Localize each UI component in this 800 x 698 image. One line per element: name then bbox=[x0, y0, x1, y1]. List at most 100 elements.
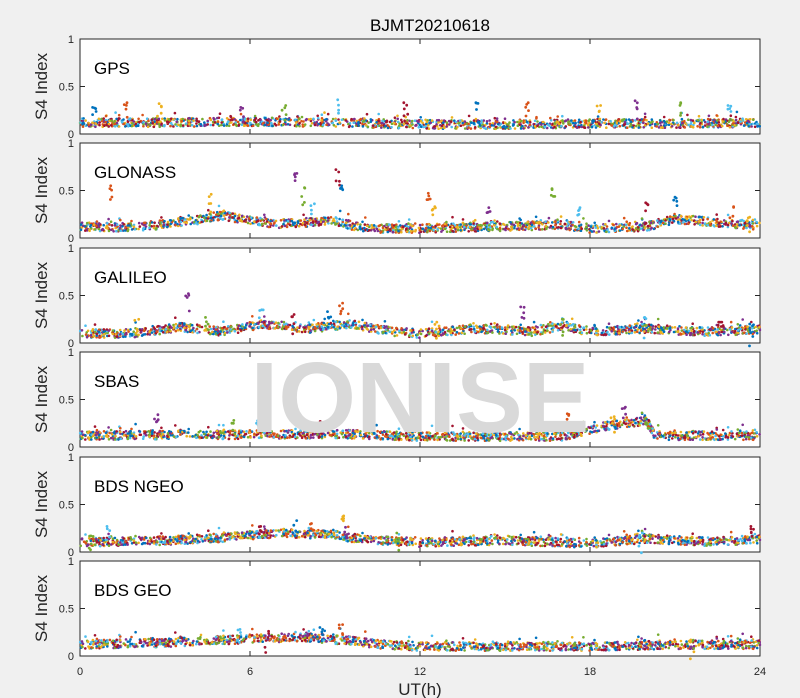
data-point bbox=[97, 222, 101, 225]
data-point bbox=[475, 326, 479, 329]
data-point bbox=[687, 329, 691, 333]
data-point bbox=[559, 220, 563, 223]
data-point bbox=[158, 125, 161, 129]
data-point bbox=[734, 333, 738, 337]
data-point bbox=[637, 319, 640, 322]
data-point bbox=[472, 222, 475, 225]
data-point bbox=[746, 328, 749, 331]
peak-point bbox=[748, 344, 751, 348]
data-point bbox=[704, 120, 707, 124]
data-point bbox=[114, 111, 117, 114]
data-point bbox=[138, 120, 141, 124]
data-point bbox=[726, 328, 729, 332]
data-point bbox=[515, 220, 518, 224]
data-point bbox=[483, 126, 486, 130]
peak-point bbox=[633, 99, 637, 103]
data-point bbox=[639, 227, 643, 230]
data-point bbox=[391, 226, 395, 229]
data-point bbox=[638, 331, 641, 335]
data-point bbox=[364, 216, 367, 219]
data-point bbox=[461, 218, 465, 221]
data-point bbox=[698, 326, 702, 329]
data-point bbox=[618, 326, 622, 329]
data-point bbox=[451, 215, 454, 219]
data-point bbox=[282, 325, 285, 329]
peak-point bbox=[748, 322, 752, 326]
data-point bbox=[607, 322, 611, 326]
data-point bbox=[547, 123, 550, 127]
data-point bbox=[696, 125, 699, 128]
data-point bbox=[608, 333, 611, 336]
data-point bbox=[720, 330, 724, 334]
data-point bbox=[739, 219, 742, 222]
data-point bbox=[115, 117, 118, 121]
peak-point bbox=[334, 119, 338, 122]
data-point bbox=[635, 330, 639, 334]
data-point bbox=[665, 120, 669, 123]
data-point bbox=[501, 125, 505, 129]
data-point bbox=[89, 333, 93, 337]
data-point bbox=[160, 426, 163, 430]
data-point bbox=[122, 122, 126, 126]
data-point bbox=[323, 111, 326, 114]
data-point bbox=[519, 127, 523, 130]
data-point bbox=[334, 320, 338, 324]
data-point bbox=[556, 322, 560, 326]
data-point bbox=[409, 329, 412, 332]
data-point bbox=[414, 124, 417, 127]
data-point bbox=[373, 229, 377, 233]
data-point bbox=[746, 325, 749, 329]
peak-point bbox=[337, 108, 340, 112]
peak-point bbox=[125, 104, 128, 107]
data-point bbox=[380, 126, 383, 129]
data-point bbox=[646, 122, 650, 125]
data-point bbox=[607, 230, 611, 234]
data-point bbox=[130, 334, 134, 337]
data-point bbox=[122, 223, 126, 226]
data-point bbox=[748, 122, 751, 126]
data-point bbox=[231, 216, 234, 219]
data-point bbox=[470, 121, 473, 124]
data-point bbox=[656, 331, 660, 334]
data-point bbox=[664, 222, 667, 225]
data-point bbox=[237, 216, 241, 220]
peak-point bbox=[752, 323, 755, 327]
data-point bbox=[625, 220, 628, 223]
data-point bbox=[207, 208, 210, 212]
data-point bbox=[117, 125, 121, 128]
data-point bbox=[505, 225, 508, 228]
data-point bbox=[390, 326, 394, 330]
peak-point bbox=[679, 111, 683, 115]
data-point bbox=[541, 228, 544, 231]
data-point bbox=[555, 120, 558, 123]
data-point bbox=[756, 122, 759, 126]
data-point bbox=[107, 426, 110, 429]
data-point bbox=[290, 328, 294, 332]
data-point bbox=[102, 223, 105, 227]
data-point bbox=[522, 127, 525, 130]
data-point bbox=[649, 221, 653, 225]
data-point bbox=[253, 220, 256, 224]
peak-point bbox=[209, 210, 213, 214]
peak-point bbox=[327, 316, 331, 320]
data-point bbox=[357, 320, 361, 324]
data-point bbox=[530, 223, 534, 227]
data-point bbox=[756, 125, 759, 128]
data-point bbox=[344, 218, 348, 222]
peak-point bbox=[431, 207, 435, 211]
data-point bbox=[707, 114, 711, 118]
data-point bbox=[556, 329, 560, 332]
data-point bbox=[403, 333, 407, 336]
data-point bbox=[176, 117, 179, 121]
data-point bbox=[357, 121, 360, 124]
data-point bbox=[126, 120, 130, 124]
data-point bbox=[573, 119, 577, 122]
data-point bbox=[430, 320, 434, 324]
peak-point bbox=[241, 120, 245, 124]
data-point bbox=[439, 227, 443, 230]
data-point bbox=[244, 121, 247, 125]
data-point bbox=[677, 123, 680, 127]
data-point bbox=[697, 220, 700, 223]
data-point bbox=[517, 228, 521, 232]
